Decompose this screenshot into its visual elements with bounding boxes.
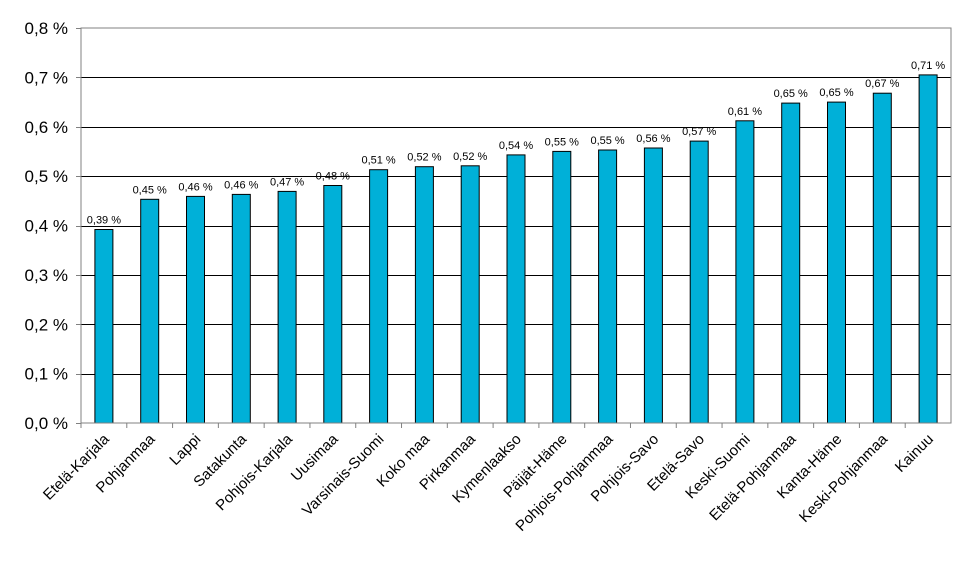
- bar: [689, 140, 709, 424]
- data-label: 0,45 %: [133, 184, 167, 196]
- data-label: 0,46 %: [224, 179, 258, 191]
- category-label: Lappi: [166, 431, 204, 469]
- category-label: Kainuu: [892, 431, 937, 476]
- bar: [872, 92, 892, 424]
- data-label: 0,51 %: [361, 155, 395, 167]
- bar: [918, 74, 938, 424]
- y-tick-label: 0,6 %: [25, 118, 68, 137]
- data-label: 0,65 %: [819, 87, 853, 99]
- bar: [369, 169, 389, 424]
- category-label: Varsinais-Suomi: [299, 431, 387, 519]
- y-tick-label: 0,0 %: [25, 414, 68, 433]
- bar: [827, 101, 846, 424]
- bar: [506, 154, 526, 424]
- bar: [323, 185, 343, 424]
- data-labels: 0,39 % 0,45 % 0,46 % 0,46 % 0,47 % 0,48 % 0,51…: [87, 60, 946, 227]
- y-tick-label: 0,5 %: [25, 167, 68, 186]
- bar: [94, 229, 114, 424]
- y-tick-label: 0,4 %: [25, 217, 68, 236]
- data-label: 0,47 %: [270, 176, 304, 188]
- y-tick-label: 0,3 %: [25, 266, 68, 285]
- data-label: 0,46 %: [178, 181, 212, 193]
- y-tick-label: 0,8 %: [25, 19, 68, 38]
- data-label: 0,52 %: [407, 152, 441, 164]
- plot-area-frame: [80, 27, 952, 424]
- category-label: Keski-Pohjanmaa: [796, 430, 892, 526]
- data-label: 0,67 %: [865, 78, 899, 90]
- data-label: 0,55 %: [545, 136, 579, 148]
- data-label: 0,57 %: [682, 126, 716, 138]
- data-label: 0,55 %: [590, 135, 624, 147]
- bar: [414, 166, 434, 424]
- data-label: 0,65 %: [774, 88, 808, 100]
- bar: [643, 147, 663, 424]
- bar: [552, 150, 572, 424]
- bar: [781, 102, 801, 424]
- bar: [598, 149, 618, 424]
- y-tick-label: 0,1 %: [25, 365, 68, 384]
- bar: [140, 198, 160, 424]
- bar: [277, 190, 297, 424]
- bars: [94, 74, 938, 424]
- bar: [231, 193, 251, 424]
- data-label: 0,56 %: [636, 133, 670, 145]
- y-axis-ticks: 0,0 % 0,1 % 0,2 % 0,3 % 0,4 % 0,5 % 0,6 % 0,7 %…: [25, 19, 68, 433]
- y-tick-label: 0,7 %: [25, 68, 68, 87]
- data-label: 0,52 %: [453, 151, 487, 163]
- data-label: 0,48 %: [316, 171, 350, 183]
- bar: [186, 195, 205, 424]
- data-label: 0,39 %: [87, 215, 121, 227]
- bar: [735, 120, 755, 424]
- bar: [460, 165, 480, 424]
- data-label: 0,54 %: [499, 140, 533, 152]
- y-tick-label: 0,2 %: [25, 315, 68, 334]
- data-label: 0,61 %: [728, 106, 762, 118]
- data-label: 0,71 %: [911, 60, 945, 72]
